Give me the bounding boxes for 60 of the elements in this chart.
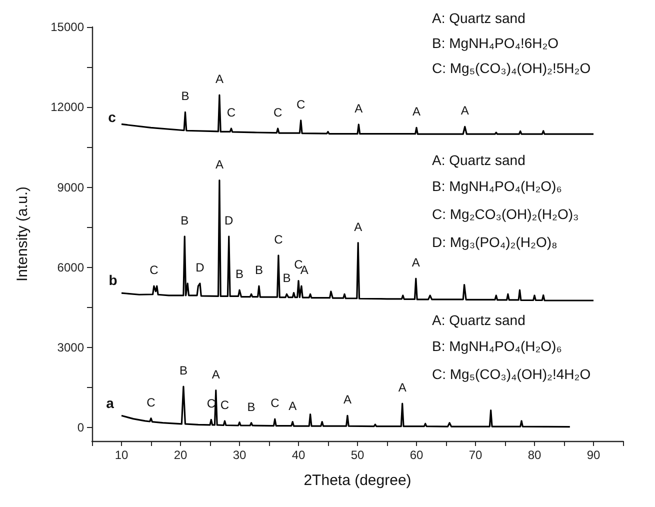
annotation: B: [181, 89, 190, 104]
annotation: B: [247, 400, 256, 414]
annotation: A: [215, 72, 224, 86]
annotation: C: [146, 395, 156, 410]
x-tick-label: 90: [586, 448, 600, 462]
x-tick-label: 30: [232, 448, 246, 462]
annotation: C: [274, 232, 284, 246]
annotation: B: MgNH₄PO₄(H₂O)₆: [432, 178, 562, 194]
annotation: a: [106, 395, 114, 411]
x-tick-label: 20: [174, 448, 188, 462]
annotation: D: [224, 213, 234, 228]
y-tick-label: 6000: [57, 260, 84, 274]
x-tick-label: 50: [350, 448, 364, 462]
annotation: A: Quartz sand: [432, 152, 526, 168]
x-tick-label: 10: [114, 448, 128, 462]
annotation: A: [288, 398, 297, 413]
annotation: B: [235, 267, 244, 282]
annotation: A: [412, 256, 420, 270]
annotation: B: [282, 271, 291, 286]
annotation: A: [354, 101, 363, 116]
y-tick-label: 3000: [57, 340, 84, 355]
annotation: D: Mg₃(PO₄)₂(H₂O)₈: [432, 234, 558, 250]
annotation: C: [226, 105, 236, 120]
x-axis-title: 2Theta (degree): [304, 472, 412, 489]
annotation: A: [412, 104, 421, 119]
y-tick-label: 9000: [57, 180, 84, 194]
y-tick-label: 12000: [50, 100, 84, 114]
annotation: C: [296, 97, 306, 112]
x-tick-label: 40: [292, 448, 306, 462]
x-tick-label: 70: [468, 448, 482, 462]
annotation: B: [179, 364, 188, 378]
line-series: [120, 180, 594, 302]
annotation: C: Mg₂CO₃(OH)₂(H₂O)₃: [432, 206, 579, 222]
annotation: b: [108, 272, 118, 288]
annotation: c: [108, 109, 116, 125]
annotation: A: [300, 263, 308, 278]
annotation: C: Mg₅(CO₃)₄(OH)₂!5H₂O: [432, 60, 591, 76]
annotation: A: [460, 104, 469, 118]
annotation: D: [196, 260, 205, 274]
x-tick-label: 60: [410, 448, 424, 462]
y-tick-label: 0: [77, 420, 84, 435]
annotation: B: [254, 263, 263, 278]
annotation: C: [274, 105, 283, 120]
annotation: A: [212, 367, 220, 382]
y-axis-title: Intensity (a.u.): [14, 186, 31, 282]
annotation: C: [150, 263, 159, 278]
annotation: A: [215, 157, 224, 172]
y-tick-label: 15000: [50, 20, 84, 34]
annotation: A: [343, 392, 352, 407]
annotation: B: [180, 213, 189, 228]
annotation: C: Mg₅(CO₃)₄(OH)₂!4H₂O: [432, 366, 591, 382]
annotation: A: Quartz sand: [432, 312, 526, 328]
annotation: B: MgNH₄PO₄(H₂O)₆: [432, 338, 562, 354]
annotation: C: [220, 398, 230, 412]
text: A: Quartz sand: [432, 10, 526, 26]
annotation: A: [398, 380, 406, 395]
annotation: B: MgNH₄PO₄!6H₂O: [432, 35, 559, 51]
annotation: A: [354, 220, 362, 234]
x-tick-label: 80: [528, 448, 542, 462]
annotation: C: [270, 396, 280, 410]
